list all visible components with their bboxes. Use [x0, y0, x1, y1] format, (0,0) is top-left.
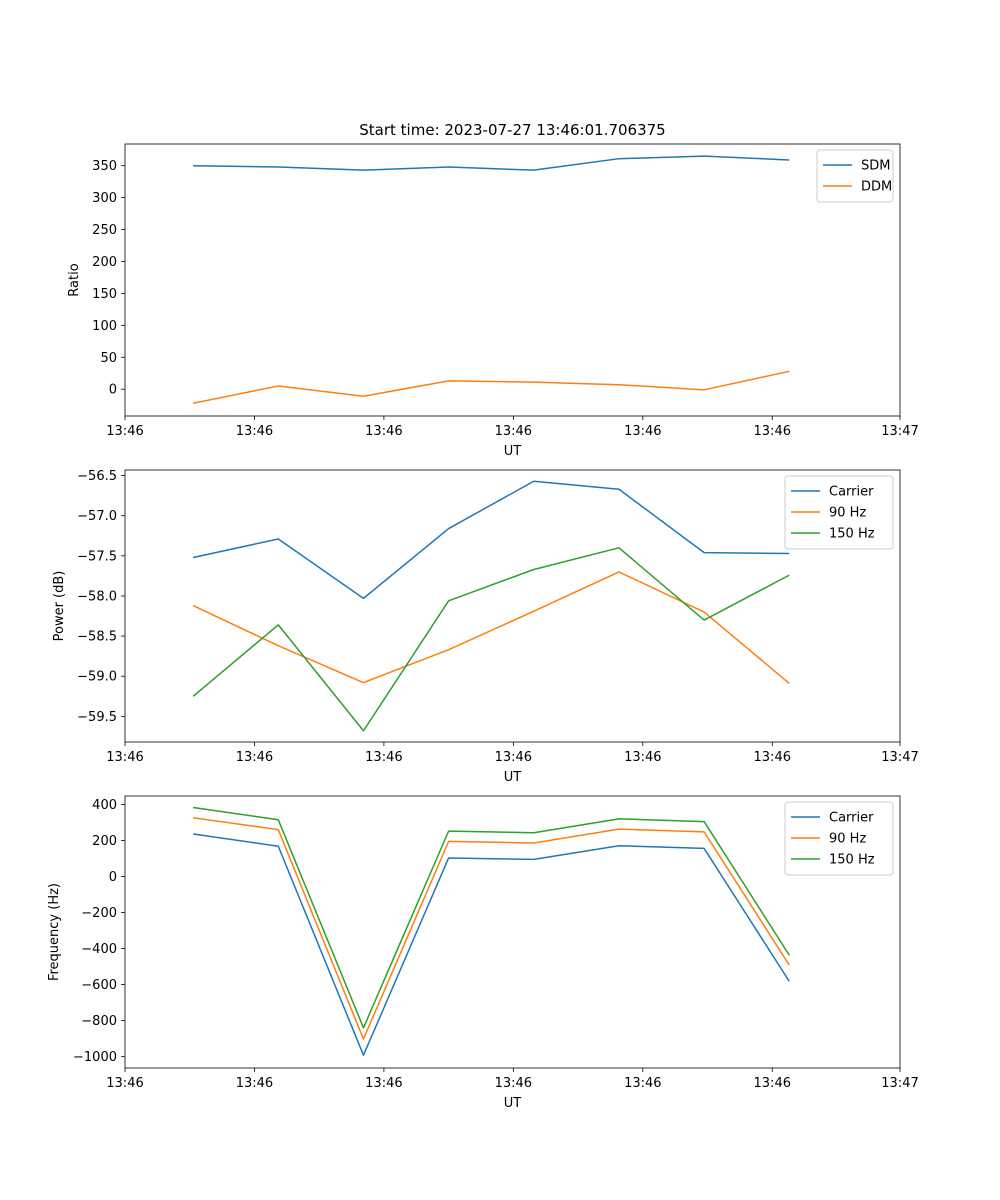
x-tick-label: 13:47: [881, 750, 918, 765]
y-tick-label: −58.0: [77, 589, 117, 604]
legend-label: 150 Hz: [829, 527, 875, 542]
legend-label: DDM: [861, 180, 892, 195]
y-tick-label: 0: [109, 383, 117, 398]
chart-panel-1: 13:46 13:46 13:46 13:46 13:46 13:46 13:47 0 50 10…: [67, 143, 919, 459]
y-tick-label: −800: [81, 1014, 117, 1029]
x-tick-label: 13:46: [495, 424, 532, 439]
y-tick-label: 350: [92, 159, 117, 174]
series-line-90-hz: [193, 817, 790, 1040]
y-tick-label: 200: [92, 255, 117, 270]
y-axis-label: Ratio: [67, 263, 82, 296]
plot-frame: [124, 469, 901, 743]
x-tick-label: 13:46: [624, 750, 661, 765]
y-tick-label: −200: [81, 906, 117, 921]
y-tick-label: −400: [81, 942, 117, 957]
y-tick-label: 100: [92, 319, 117, 334]
legend-label: 150 Hz: [829, 853, 875, 868]
x-axis-label: UT: [504, 444, 522, 459]
legend: Carrier 90 Hz 150 Hz: [784, 475, 894, 550]
series-line-150-hz: [192, 547, 790, 732]
legend: Carrier 90 Hz 150 Hz: [784, 801, 894, 876]
x-tick-label: 13:46: [754, 1076, 791, 1091]
x-tick-label: 13:46: [365, 750, 402, 765]
y-tick-label: 400: [92, 798, 117, 813]
y-tick-label: −56.5: [77, 469, 117, 484]
series-line-carrier: [192, 480, 790, 600]
x-tick-label: 13:46: [236, 750, 273, 765]
series-line-150-hz: [193, 806, 790, 1029]
figure-title: Start time: 2023-07-27 13:46:01.706375: [359, 121, 665, 139]
legend-box: [784, 801, 894, 876]
legend: SDM DDM: [816, 149, 894, 203]
x-tick-label: 13:46: [495, 1076, 532, 1091]
x-axis-label: UT: [504, 1096, 522, 1111]
x-tick-label: 13:47: [881, 1076, 918, 1091]
x-tick-label: 13:46: [236, 424, 273, 439]
y-tick-label: 250: [92, 223, 117, 238]
legend-label: 90 Hz: [829, 832, 866, 847]
series-line-90-hz: [192, 571, 790, 685]
legend-label: SDM: [861, 159, 890, 174]
y-tick-label: −1000: [73, 1050, 117, 1065]
x-tick-label: 13:46: [106, 750, 143, 765]
chart-panel-3: 13:46 13:46 13:46 13:46 13:46 13:46 13:47 −1000…: [47, 795, 919, 1111]
y-tick-label: −600: [81, 978, 117, 993]
legend-label: 90 Hz: [829, 506, 866, 521]
y-axis-label: Power (dB): [52, 571, 67, 642]
y-tick-label: 50: [100, 351, 117, 366]
y-tick-label: 150: [92, 287, 117, 302]
y-tick-label: 0: [109, 870, 117, 885]
chart-panel-2: 13:46 13:46 13:46 13:46 13:46 13:46 13:47 −59.5…: [52, 469, 919, 785]
legend-label: Carrier: [829, 485, 874, 500]
x-tick-label: 13:46: [365, 424, 402, 439]
x-tick-label: 13:47: [881, 424, 918, 439]
y-tick-label: −59.5: [77, 710, 117, 725]
y-tick-label: −59.0: [77, 670, 117, 685]
x-tick-label: 13:46: [106, 1076, 143, 1091]
x-tick-label: 13:46: [624, 424, 661, 439]
x-tick-label: 13:46: [365, 1076, 402, 1091]
y-tick-label: 300: [92, 191, 117, 206]
legend-box: [816, 149, 894, 203]
y-axis-label: Frequency (Hz): [47, 883, 62, 981]
y-tick-label: −57.0: [77, 509, 117, 524]
x-tick-label: 13:46: [236, 1076, 273, 1091]
y-tick-label: −57.5: [77, 549, 117, 564]
plot-frame: [124, 143, 901, 417]
x-tick-label: 13:46: [624, 1076, 661, 1091]
plot-frame: [124, 795, 901, 1069]
legend-label: Carrier: [829, 811, 874, 826]
x-tick-label: 13:46: [754, 424, 791, 439]
y-tick-label: −58.5: [77, 630, 117, 645]
charts-container: 13:46 13:46 13:46 13:46 13:46 13:46 13:47 0 50 10…: [47, 143, 919, 1111]
series-line-ddm: [192, 370, 790, 404]
x-tick-label: 13:46: [495, 750, 532, 765]
x-axis-label: UT: [504, 770, 522, 785]
series-line-carrier: [193, 833, 790, 1056]
x-tick-label: 13:46: [754, 750, 791, 765]
y-tick-label: 200: [92, 834, 117, 849]
legend-box: [784, 475, 894, 550]
series-line-sdm: [193, 155, 790, 171]
x-tick-label: 13:46: [106, 424, 143, 439]
